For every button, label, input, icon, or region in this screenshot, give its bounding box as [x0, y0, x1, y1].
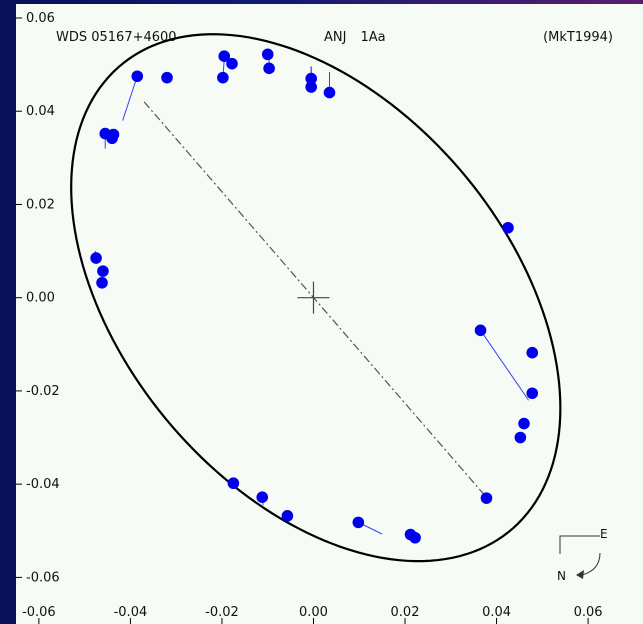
observation-point	[514, 431, 527, 444]
observation-point	[305, 81, 317, 93]
observation-point	[261, 48, 274, 61]
observation-point	[131, 70, 144, 83]
observation-point	[305, 72, 317, 85]
compass-rose: EN	[557, 527, 608, 583]
plot-frame: WDS 05167+4600 ANJ 1Aa (MkT1994) 0.06 0.04…	[16, 4, 643, 624]
compass-arc	[581, 552, 601, 576]
y-tick-label: 0.02	[26, 197, 55, 212]
compass-east-label: E	[600, 527, 608, 541]
observation-point	[226, 57, 238, 70]
discoverer-code: ANJ 1Aa	[324, 30, 386, 45]
orbit-reference: (MkT1994)	[543, 30, 613, 45]
observation-point	[90, 252, 102, 264]
y-tick-label: 0.04	[26, 104, 55, 119]
residual-line	[480, 330, 529, 401]
observation-point	[409, 531, 421, 544]
observation-point	[526, 346, 539, 359]
observation-point	[352, 516, 365, 529]
observation-point	[263, 62, 275, 75]
observation-point	[218, 50, 231, 63]
observation-point	[474, 324, 487, 337]
component-label: 1Aa	[360, 30, 386, 45]
orbit-ellipse	[70, 33, 562, 563]
x-tick-label: 0.02	[391, 605, 420, 620]
y-tick-label: -0.04	[26, 477, 60, 492]
observation-point	[502, 221, 514, 234]
x-tick-label: 0.06	[574, 605, 603, 620]
line-of-nodes-layer	[143, 101, 486, 497]
observation-point	[97, 265, 109, 277]
x-tick-label: 0.04	[482, 605, 511, 620]
y-tick-label: 0.00	[26, 291, 55, 306]
observation-point	[96, 276, 108, 289]
orbit-plot: 0.060.040.020.00-0.02-0.04-0.06 -0.06 -0.…	[16, 11, 608, 624]
observation-point	[281, 510, 294, 522]
x-tick-label: -0.02	[205, 605, 239, 620]
compass-axes	[559, 535, 600, 554]
residual-lines-layer	[94, 54, 534, 538]
primary-star-layer	[297, 281, 330, 314]
observation-point	[526, 387, 539, 400]
compass-arrowhead	[576, 570, 584, 579]
x-tick-label: -0.04	[114, 605, 148, 620]
y-tick-label: 0.06	[26, 11, 55, 26]
x-axis: -0.06 -0.04 -0.02 0.00 0.02 0.04 0.06	[22, 605, 603, 624]
observation-point	[518, 417, 530, 430]
discoverer-name: ANJ	[324, 30, 347, 45]
residual-line	[122, 76, 138, 121]
wds-designation: WDS 05167+4600	[56, 30, 177, 45]
observation-point	[106, 132, 118, 145]
observation-points-layer	[90, 48, 539, 544]
orbit-layer	[70, 33, 562, 563]
y-tick-label: -0.02	[26, 384, 60, 399]
line-of-nodes	[143, 101, 486, 497]
x-tick-label: 0.00	[299, 605, 328, 620]
observation-point	[323, 86, 336, 99]
observation-point	[217, 71, 229, 84]
observation-point	[161, 71, 173, 84]
y-axis: 0.06 0.04 0.02 0.00 -0.02 -0.04 -0.06	[16, 11, 60, 585]
compass-north-label: N	[557, 569, 566, 583]
observation-point	[480, 492, 493, 504]
observation-point	[256, 491, 269, 504]
y-tick-label: -0.06	[26, 570, 60, 585]
x-tick-label: -0.06	[22, 605, 56, 620]
observation-point	[227, 477, 240, 490]
